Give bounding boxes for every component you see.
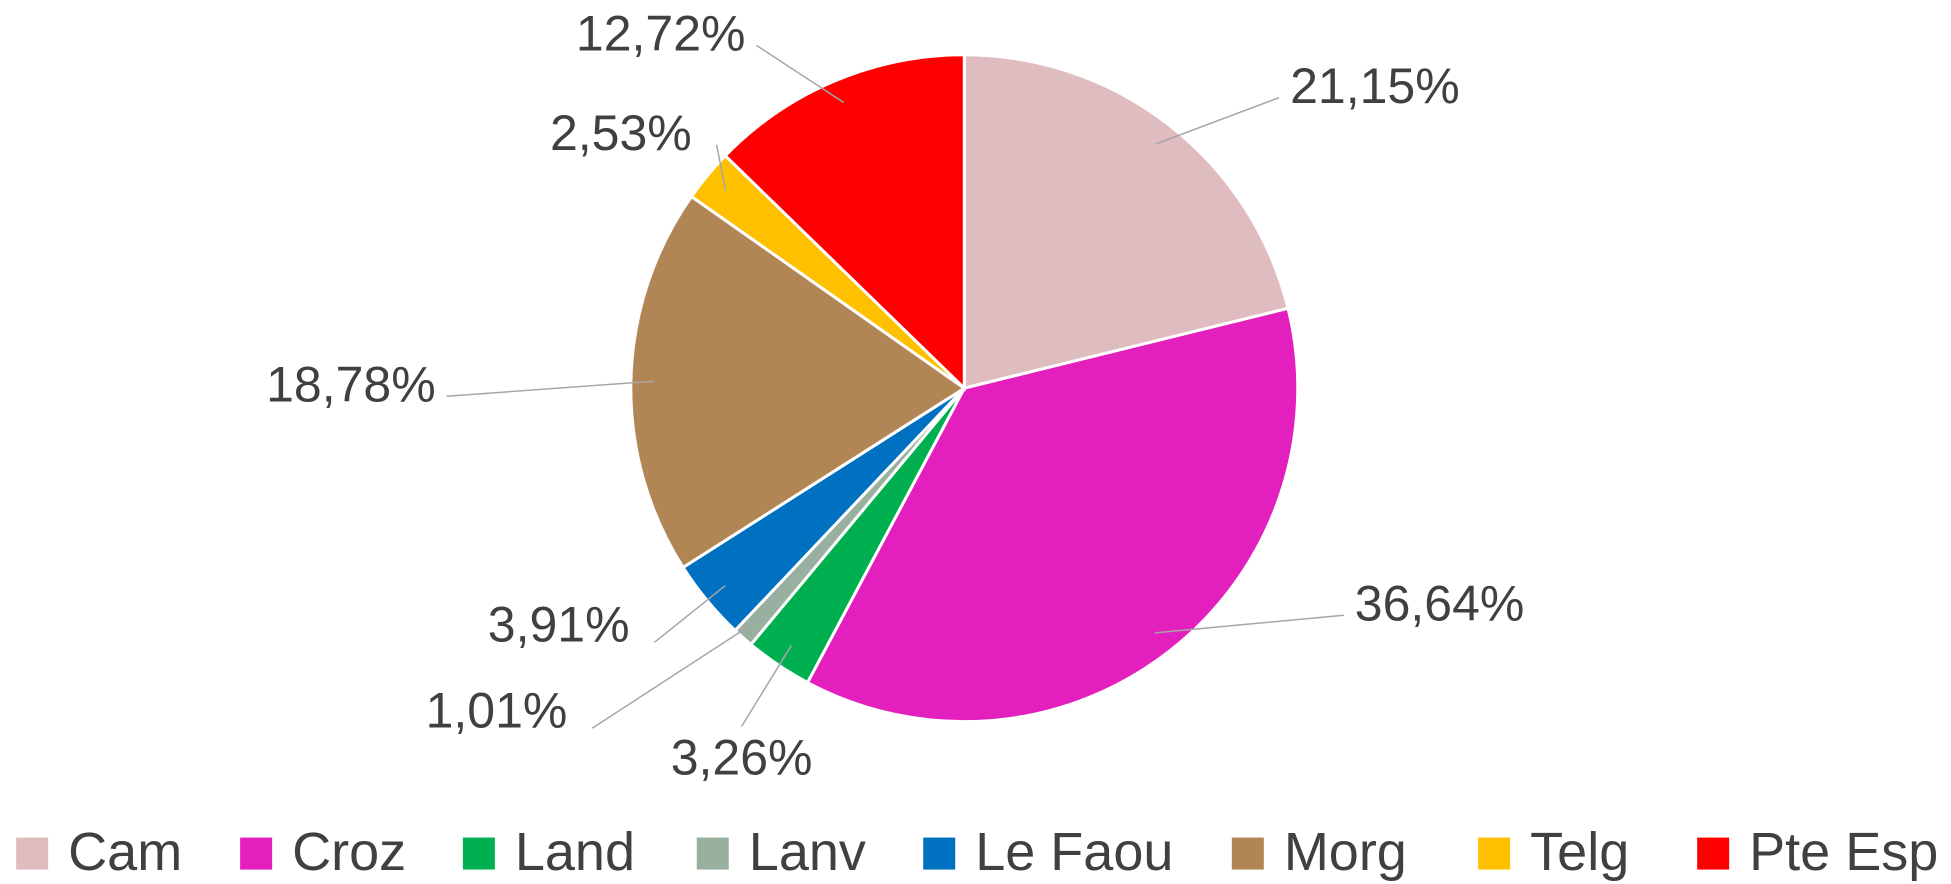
leader-line: [1155, 96, 1280, 145]
leader-line: [1154, 614, 1344, 634]
leader-line: [653, 585, 726, 643]
legend-swatch: [1478, 837, 1511, 870]
data-label: 36,64%: [1355, 575, 1525, 631]
pie-slice: [723, 53, 966, 392]
data-label: 3,26%: [671, 730, 813, 786]
legend-label: Cam: [68, 822, 182, 882]
data-label: 21,15%: [1290, 58, 1460, 114]
leader-line: [756, 44, 845, 104]
legend-label: Lanv: [749, 822, 866, 882]
legend-swatch: [923, 837, 956, 870]
legend-label: Morg: [1284, 822, 1407, 882]
legend-label: Pte Esp: [1749, 822, 1938, 882]
legend-label: Land: [515, 822, 635, 882]
pie-slice: [805, 306, 1300, 724]
legend-label: Telg: [1530, 822, 1629, 882]
legend-swatch: [16, 837, 49, 870]
leader-line: [715, 144, 727, 191]
legend-swatch: [696, 837, 729, 870]
legend-label: Croz: [292, 822, 406, 882]
data-label: 12,72%: [576, 6, 746, 62]
data-label: 1,01%: [426, 682, 568, 738]
data-label: 3,91%: [488, 597, 630, 653]
legend-label: Le Faou: [975, 822, 1173, 882]
legend-swatch: [1697, 837, 1730, 870]
pie-slice: [629, 194, 967, 570]
data-label: 18,78%: [266, 356, 436, 412]
leader-line: [740, 645, 792, 727]
leader-line: [591, 619, 759, 729]
legend-swatch: [462, 837, 495, 870]
legend-swatch: [1231, 837, 1264, 870]
pie-slice: [962, 53, 1290, 391]
legend-swatch: [240, 837, 273, 870]
data-label: 2,53%: [550, 105, 692, 161]
leader-line: [446, 380, 655, 397]
